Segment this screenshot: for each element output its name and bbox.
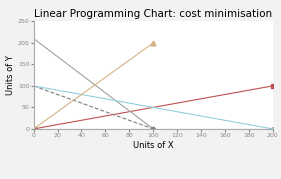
Y-axis label: Units of Y: Units of Y xyxy=(6,55,15,95)
assembly xyxy=(151,42,155,44)
X-axis label: Units of X: Units of X xyxy=(133,141,173,150)
Line: assembly: assembly xyxy=(31,40,156,131)
Line: plating: plating xyxy=(32,84,155,131)
assembly xyxy=(32,128,35,130)
plating xyxy=(151,128,155,130)
plating xyxy=(32,85,35,87)
Title: Linear Programming Chart: cost minimisation: Linear Programming Chart: cost minimisat… xyxy=(34,9,272,19)
